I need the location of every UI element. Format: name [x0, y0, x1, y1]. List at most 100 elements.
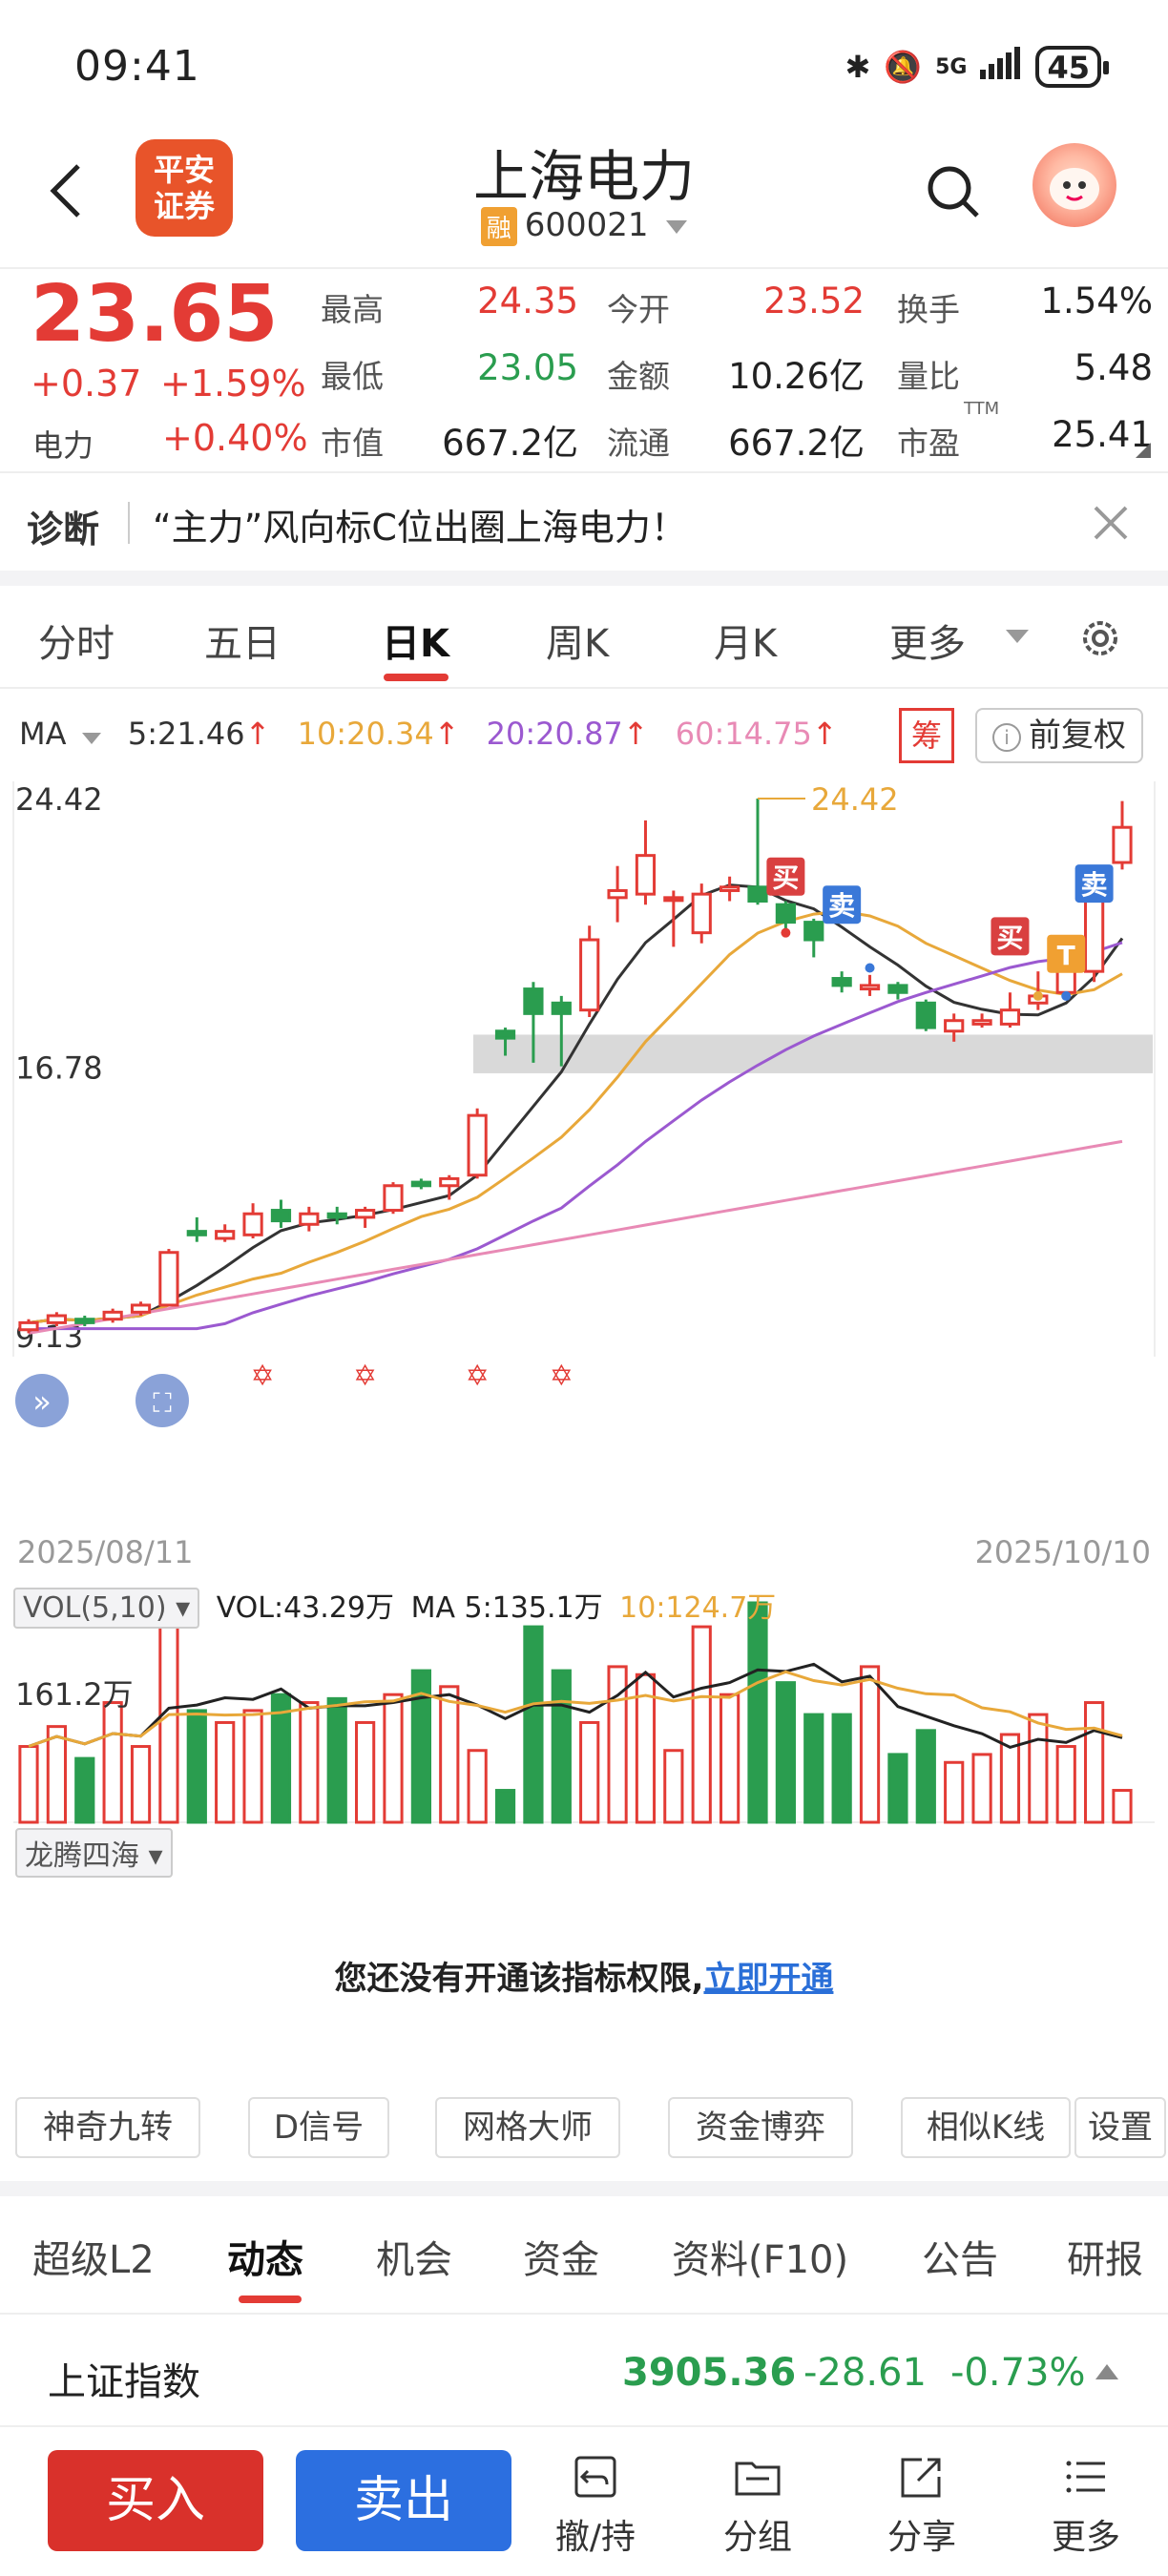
tab-intraday[interactable]: 分时: [38, 622, 115, 666]
ma-dropdown-icon[interactable]: [81, 733, 101, 744]
volume-bar: [720, 1693, 740, 1824]
tab-daily-k[interactable]: 日K: [382, 622, 449, 666]
buy-button[interactable]: 买入: [48, 2450, 263, 2551]
tab-weekly-k[interactable]: 周K: [546, 622, 610, 666]
turnover-label: 换手: [897, 291, 960, 328]
tool-magic-nine[interactable]: 神奇九转: [15, 2097, 200, 2158]
cancel-hold-button[interactable]: 撤/持: [538, 2450, 653, 2559]
index-ticker[interactable]: 上证指数 3905.36 -28.61 -0.73%: [0, 2315, 1168, 2427]
volume-bar: [944, 1760, 965, 1824]
volume-bar: [915, 1729, 936, 1824]
tab-super-l2[interactable]: 超级L2: [32, 2238, 155, 2282]
volume-ratio-value: 5.48: [1074, 347, 1153, 388]
chip-distribution-button[interactable]: 筹: [899, 708, 954, 763]
pe-ttm-label: TTM: [964, 399, 1000, 419]
volume-ma5-line: [28, 1662, 1123, 1749]
sell-signal-tag-bg: [823, 885, 862, 924]
tab-monthly-k[interactable]: 月K: [714, 622, 778, 666]
signal-dot: [865, 963, 875, 973]
tab-news[interactable]: 动态: [227, 2238, 303, 2282]
ma-legend[interactable]: MA 5:21.46↑ 10:20.34↑ 20:20.87↑ 60:14.75…: [19, 716, 838, 752]
tool-fund-game[interactable]: 资金博弈: [668, 2097, 853, 2158]
candle-body: [551, 1001, 572, 1015]
cancel-hold-icon: [574, 2456, 616, 2498]
volume-bar: [1055, 1745, 1076, 1824]
tab-five-day[interactable]: 五日: [204, 622, 281, 666]
candle-body: [102, 1310, 123, 1321]
more-label: 更多: [1051, 2518, 1120, 2557]
price-change: +0.37: [31, 363, 142, 405]
network-label: 5G: [935, 54, 968, 79]
volume-bar: [130, 1745, 152, 1824]
share-label: 分享: [886, 2518, 956, 2557]
tab-more[interactable]: 更多: [889, 622, 966, 666]
candle-body: [130, 1303, 152, 1314]
volume-bar: [663, 1749, 684, 1824]
candle-body: [494, 1029, 516, 1040]
volume-bar: [803, 1713, 824, 1824]
tab-announcements[interactable]: 公告: [922, 2238, 998, 2282]
more-button[interactable]: 更多: [1029, 2450, 1143, 2559]
margin-badge: 融: [480, 207, 517, 246]
tab-funds[interactable]: 资金: [523, 2238, 599, 2282]
volume-ratio-label: 量比: [897, 358, 960, 395]
back-icon[interactable]: [48, 162, 86, 229]
volume-bar: [215, 1720, 236, 1824]
volume-bar: [747, 1601, 768, 1824]
search-icon[interactable]: [926, 164, 981, 219]
volume-bar: [635, 1672, 657, 1824]
assistant-avatar-icon[interactable]: [1032, 143, 1116, 227]
stock-code-selector[interactable]: 融 600021: [0, 206, 1168, 246]
volume-bar: [1112, 1789, 1133, 1824]
candle-body: [410, 1180, 431, 1188]
candle-body: [944, 1019, 965, 1033]
t-signal-tag-bg: [1047, 934, 1086, 973]
t-signal-tag: T: [1057, 940, 1075, 971]
tab-research[interactable]: 研报: [1067, 2238, 1143, 2282]
volume-indicator-selector[interactable]: VOL(5,10) ▾: [13, 1588, 200, 1629]
volume-bar: [270, 1693, 292, 1824]
adjust-mode-button[interactable]: i 前复权: [975, 708, 1143, 763]
settings-gear-icon[interactable]: [1076, 614, 1124, 666]
indicator-name: 龙腾四海: [25, 1839, 139, 1873]
double-chevron-icon: »: [32, 1383, 52, 1420]
tool-settings[interactable]: 设置: [1074, 2097, 1166, 2158]
pe-value: 25.41: [1052, 414, 1153, 455]
tool-similar-k[interactable]: 相似K线: [901, 2097, 1071, 2158]
candle-body: [1084, 888, 1105, 973]
tool-d-signal[interactable]: D信号: [248, 2097, 389, 2158]
share-button[interactable]: 分享: [865, 2450, 979, 2559]
index-change-pct: -0.73%: [950, 2351, 1086, 2395]
volume-bar: [18, 1745, 39, 1824]
indicator-selector[interactable]: 龙腾四海 ▾: [15, 1828, 173, 1878]
tool-grid-master[interactable]: 网格大师: [435, 2097, 620, 2158]
volume-bar: [1084, 1701, 1105, 1824]
open-permission-link[interactable]: 立即开通: [703, 1960, 834, 1998]
tab-opportunity[interactable]: 机会: [376, 2238, 452, 2282]
diagnosis-text[interactable]: “主力”风向标C位出圈上海电力！: [153, 507, 687, 549]
candle-body: [383, 1184, 404, 1213]
diagnosis-bar[interactable]: 诊断 “主力”风向标C位出圈上海电力！: [0, 471, 1168, 572]
corner-expand-icon[interactable]: [1136, 443, 1151, 458]
tab-f10[interactable]: 资料(F10): [672, 2238, 849, 2282]
volume-ma5: MA 5:135.1万: [410, 1591, 603, 1625]
low-label: 最低: [321, 358, 384, 395]
candle-body: [720, 885, 740, 892]
sell-button[interactable]: 卖出: [296, 2450, 511, 2551]
volume-y-label: 161.2万: [15, 1676, 134, 1713]
close-icon[interactable]: [1092, 492, 1130, 553]
diagnosis-label: 诊断: [27, 509, 100, 551]
volume-bar: [831, 1713, 852, 1824]
quote-panel: 23.65 +0.37 +1.59% 电力 +0.40% 最高 24.35 今开…: [0, 267, 1168, 467]
chart-start-date: 2025/08/11: [17, 1534, 194, 1570]
group-button[interactable]: 分组: [700, 2450, 815, 2559]
volume-bar: [242, 1709, 263, 1824]
max-marker-label: 24.42: [811, 781, 899, 818]
pe-label: 市盈: [897, 425, 960, 462]
fullscreen-icon: ⛶: [153, 1387, 172, 1419]
expand-up-icon[interactable]: [1095, 2364, 1118, 2379]
volume-bar: [299, 1701, 320, 1824]
signal-dot: [1061, 990, 1072, 1001]
high-value: 24.35: [477, 280, 578, 322]
